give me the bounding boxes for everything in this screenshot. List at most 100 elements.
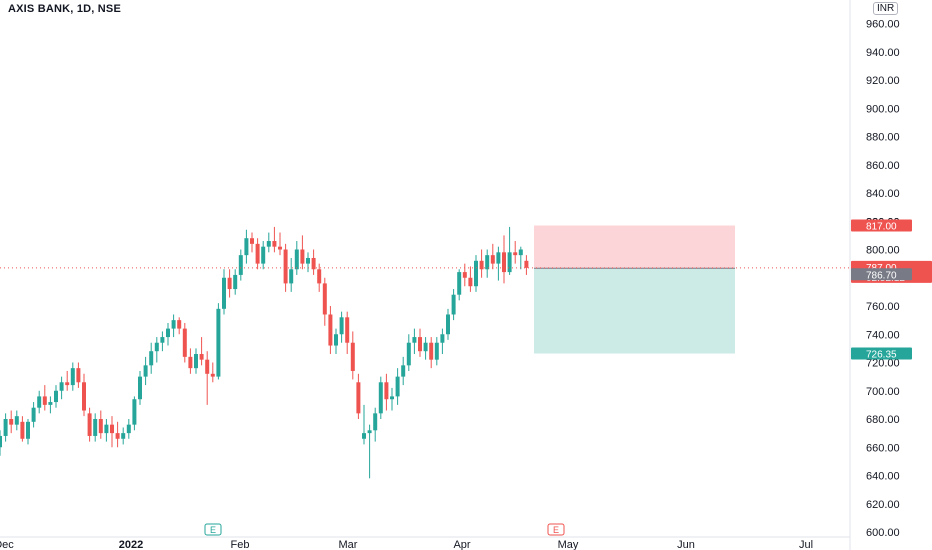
candle — [513, 241, 518, 264]
price-axis[interactable]: 600.00 620.00 640.00 660.00 680.00 700.00 720.… — [866, 19, 900, 540]
candle — [14, 410, 19, 431]
candle-body — [524, 260, 529, 268]
y-tick-label: 620.00 — [866, 499, 900, 511]
candle-body — [311, 257, 316, 270]
candle-body — [474, 260, 478, 287]
candle — [82, 373, 86, 417]
candle — [216, 303, 221, 380]
candle-body — [222, 277, 226, 309]
stop-loss-zone — [534, 225, 735, 269]
candle — [104, 419, 109, 442]
y-tick-label: 600.00 — [866, 527, 900, 539]
candle — [126, 419, 131, 439]
candle — [384, 373, 389, 411]
candle-body — [479, 260, 484, 270]
candle-body — [76, 368, 81, 383]
candle-body — [87, 413, 92, 436]
candle — [507, 226, 512, 275]
candle-body — [289, 269, 294, 284]
entry-price-label: 786.70 — [866, 270, 897, 281]
candle — [328, 306, 333, 355]
y-tick-label: 940.00 — [866, 47, 900, 59]
candle — [244, 229, 249, 264]
candle-body — [272, 241, 277, 247]
chart-title: AXIS BANK, 1D, NSE — [8, 3, 122, 15]
candle-body — [278, 246, 282, 250]
candle-body — [490, 255, 495, 264]
candle-body — [238, 255, 243, 275]
candle — [42, 385, 47, 411]
y-tick-label: 700.00 — [866, 386, 900, 398]
y-tick-label: 900.00 — [866, 103, 900, 115]
candle — [227, 269, 232, 298]
candle — [311, 249, 316, 275]
candle-body — [462, 272, 467, 278]
candle-body — [418, 337, 422, 352]
candle-body — [401, 365, 406, 377]
candle — [59, 376, 64, 400]
candle-body — [9, 419, 14, 425]
candle — [20, 416, 25, 442]
candle — [334, 328, 338, 355]
candle — [266, 232, 271, 253]
candle — [3, 413, 8, 442]
candle-body — [446, 314, 450, 335]
candle — [339, 311, 344, 343]
long-position-tool[interactable] — [534, 225, 735, 354]
currency-badge[interactable]: INR — [873, 2, 899, 15]
candle — [160, 331, 165, 352]
candle-body — [65, 382, 70, 386]
candle — [451, 289, 456, 321]
candle-body — [188, 356, 193, 369]
candle-body — [283, 249, 288, 284]
candle-body — [434, 342, 439, 360]
candle — [194, 348, 198, 374]
x-tick-label: Apr — [453, 539, 470, 550]
candle — [177, 317, 182, 335]
y-tick-label: 920.00 — [866, 75, 900, 87]
candle-body — [3, 419, 8, 436]
candle-body — [496, 252, 501, 264]
candle-body — [306, 257, 310, 264]
candle-body — [518, 249, 523, 256]
candle — [31, 402, 36, 428]
earnings-marker: E — [204, 523, 222, 536]
candle-body — [395, 376, 400, 397]
candle — [283, 243, 288, 292]
candle — [362, 404, 366, 445]
candle — [434, 337, 439, 366]
candle-body — [216, 308, 221, 377]
candle — [345, 311, 350, 355]
x-tick-label: Dec — [0, 539, 14, 550]
x-tick-label: May — [558, 539, 579, 550]
time-axis[interactable]: Dec 2022 Feb Mar Apr May Jun Jul E E — [0, 523, 813, 550]
candle-body — [59, 382, 64, 391]
candle — [233, 269, 238, 295]
candle-body — [334, 334, 338, 346]
candle-body — [54, 390, 58, 403]
candle — [166, 322, 170, 346]
candle-body — [244, 238, 249, 256]
candle-body — [138, 376, 142, 400]
candle — [87, 407, 92, 442]
candle-body — [143, 365, 148, 377]
candle-body — [339, 317, 344, 335]
candle — [171, 314, 176, 338]
candle — [289, 257, 294, 292]
take-profit-zone — [534, 268, 735, 354]
candle — [199, 337, 204, 366]
y-tick-label: 840.00 — [866, 188, 900, 200]
candle-body — [367, 430, 372, 434]
candle-body — [82, 382, 86, 411]
candle-body — [440, 334, 445, 343]
candle — [250, 232, 254, 253]
stop-price-tag: 817.00 — [851, 219, 912, 232]
candle — [210, 362, 215, 383]
candle-body — [300, 249, 305, 264]
candle-body — [350, 342, 355, 371]
candle — [306, 252, 310, 273]
candle-body — [42, 396, 47, 405]
candle-body — [110, 424, 114, 434]
candle — [406, 334, 411, 371]
